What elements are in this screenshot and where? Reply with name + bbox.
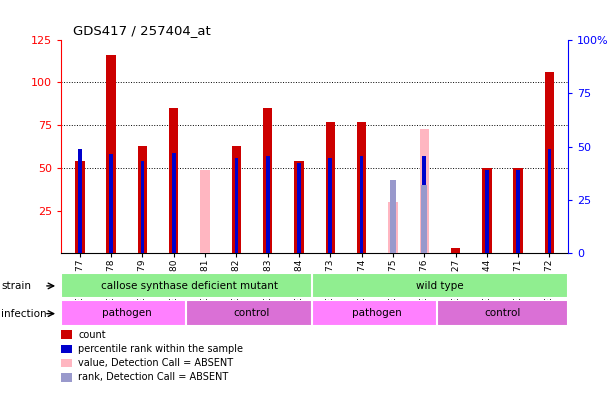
Text: wild type: wild type [416, 280, 464, 291]
Text: pathogen: pathogen [102, 308, 152, 318]
Text: control: control [234, 308, 270, 318]
Text: callose synthase deficient mutant: callose synthase deficient mutant [101, 280, 278, 291]
Text: pathogen: pathogen [353, 308, 402, 318]
Bar [78, 149, 82, 253]
Bar [312, 300, 443, 326]
Bar [437, 300, 568, 326]
Text: count: count [78, 329, 106, 340]
Bar [516, 169, 520, 253]
Bar [235, 158, 238, 253]
Bar [482, 168, 491, 253]
Text: rank, Detection Call = ABSENT: rank, Detection Call = ABSENT [78, 372, 229, 383]
Bar [547, 149, 551, 253]
Text: percentile rank within the sample: percentile rank within the sample [78, 344, 243, 354]
Bar [388, 202, 398, 253]
Bar [169, 108, 178, 253]
Text: infection: infection [1, 308, 47, 319]
Text: value, Detection Call = ABSENT: value, Detection Call = ABSENT [78, 358, 233, 368]
Bar [326, 122, 335, 253]
Bar [172, 152, 176, 253]
Bar [186, 300, 318, 326]
Bar [513, 168, 523, 253]
Bar [422, 156, 426, 253]
Text: GDS417 / 257404_at: GDS417 / 257404_at [73, 24, 211, 37]
Bar [75, 161, 84, 253]
Bar [357, 122, 367, 253]
Bar [329, 158, 332, 253]
Bar [297, 163, 301, 253]
Bar [545, 72, 554, 253]
Bar [200, 169, 210, 253]
Bar [61, 300, 192, 326]
Bar [138, 146, 147, 253]
Bar [141, 161, 144, 253]
Bar [422, 185, 427, 253]
Bar [390, 180, 396, 253]
Bar [106, 55, 116, 253]
Bar [485, 169, 489, 253]
Bar [295, 161, 304, 253]
Bar [232, 146, 241, 253]
Text: strain: strain [1, 281, 31, 291]
Bar [451, 248, 460, 253]
Bar [266, 156, 269, 253]
Bar [61, 272, 318, 299]
Text: control: control [485, 308, 521, 318]
Bar [109, 154, 113, 253]
Bar [263, 108, 273, 253]
Bar [312, 272, 568, 299]
Bar [420, 129, 429, 253]
Bar [360, 156, 364, 253]
